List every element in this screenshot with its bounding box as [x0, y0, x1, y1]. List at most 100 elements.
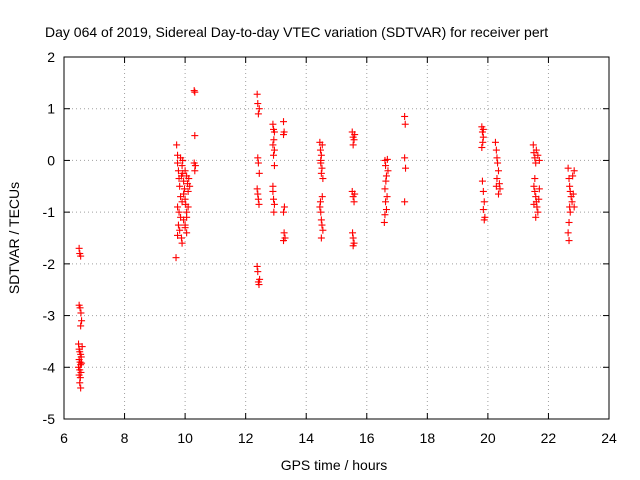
data-point	[351, 190, 359, 198]
data-point	[493, 175, 501, 183]
y-tick-label: -1	[43, 204, 56, 220]
x-tick-label: 20	[480, 430, 496, 446]
data-point	[480, 198, 488, 206]
data-point	[532, 213, 540, 221]
data-point	[564, 229, 572, 237]
data-point	[318, 193, 326, 201]
data-point	[280, 118, 288, 126]
data-point	[181, 224, 189, 232]
data-point	[78, 317, 86, 325]
data-point	[564, 164, 572, 172]
data-point	[569, 190, 577, 198]
data-point	[175, 208, 183, 216]
data-point	[535, 195, 543, 203]
data-point	[174, 221, 182, 229]
data-point	[174, 231, 182, 239]
data-point	[280, 229, 288, 237]
data-point	[183, 229, 191, 237]
data-point	[350, 136, 358, 144]
data-point	[191, 88, 199, 96]
data-point	[530, 182, 538, 190]
data-point	[382, 172, 390, 180]
data-point	[384, 167, 392, 175]
data-point	[280, 208, 288, 216]
data-point	[349, 242, 357, 250]
data-points	[75, 87, 578, 392]
data-point	[566, 182, 574, 190]
data-point	[178, 162, 186, 170]
plot-frame	[63, 56, 610, 420]
data-point	[174, 167, 182, 175]
y-tick-label: -3	[43, 308, 56, 324]
data-point	[181, 167, 189, 175]
data-point	[254, 100, 262, 108]
data-point	[319, 175, 327, 183]
data-point	[401, 154, 409, 162]
data-point	[531, 187, 539, 195]
data-point	[269, 182, 277, 190]
data-point	[531, 175, 539, 183]
data-point	[317, 169, 325, 177]
x-tick-label: 10	[177, 430, 193, 446]
data-point	[172, 254, 180, 262]
data-point	[401, 112, 409, 120]
data-point	[184, 203, 192, 211]
data-point	[491, 138, 499, 146]
data-point	[191, 167, 199, 175]
data-point	[570, 167, 578, 175]
data-point	[319, 226, 327, 234]
data-point	[255, 169, 263, 177]
data-point	[270, 128, 278, 136]
data-point	[534, 151, 542, 159]
data-point	[402, 164, 410, 172]
data-point	[317, 156, 325, 164]
data-point	[184, 187, 192, 195]
data-point	[75, 244, 83, 252]
data-point	[77, 309, 85, 317]
y-tick-label: -2	[43, 256, 56, 272]
data-point	[535, 185, 543, 193]
data-point	[174, 159, 182, 167]
data-point	[565, 175, 573, 183]
chart-title: Day 064 of 2019, Sidereal Day-to-day VTE…	[45, 24, 548, 40]
data-point	[269, 141, 277, 149]
y-tick-label: -5	[43, 411, 56, 427]
data-point	[492, 182, 500, 190]
data-point	[496, 185, 504, 193]
x-tick-label: 18	[420, 430, 436, 446]
data-point	[270, 136, 278, 144]
data-point	[255, 281, 263, 289]
data-point	[180, 177, 188, 185]
data-point	[76, 374, 84, 382]
data-point	[75, 340, 83, 348]
x-tick-label: 16	[359, 430, 375, 446]
data-point	[317, 151, 325, 159]
data-point	[254, 154, 262, 162]
data-point	[351, 131, 359, 139]
data-point	[254, 195, 262, 203]
data-point	[318, 164, 326, 172]
data-point	[255, 105, 263, 113]
data-point	[479, 133, 487, 141]
data-point	[178, 239, 186, 247]
data-point	[180, 190, 188, 198]
data-point	[349, 141, 357, 149]
data-point	[174, 203, 182, 211]
data-point	[316, 146, 324, 154]
data-point	[349, 234, 357, 242]
x-tick-label: 12	[238, 430, 254, 446]
data-point	[494, 167, 502, 175]
data-point	[532, 146, 540, 154]
data-point	[185, 175, 193, 183]
data-point	[381, 185, 389, 193]
data-point	[173, 141, 181, 149]
data-point	[176, 182, 184, 190]
data-point	[318, 221, 326, 229]
data-point	[186, 182, 194, 190]
data-point	[401, 198, 409, 206]
y-tick-label: 1	[47, 101, 55, 117]
data-point	[254, 268, 262, 276]
data-point	[270, 146, 278, 154]
